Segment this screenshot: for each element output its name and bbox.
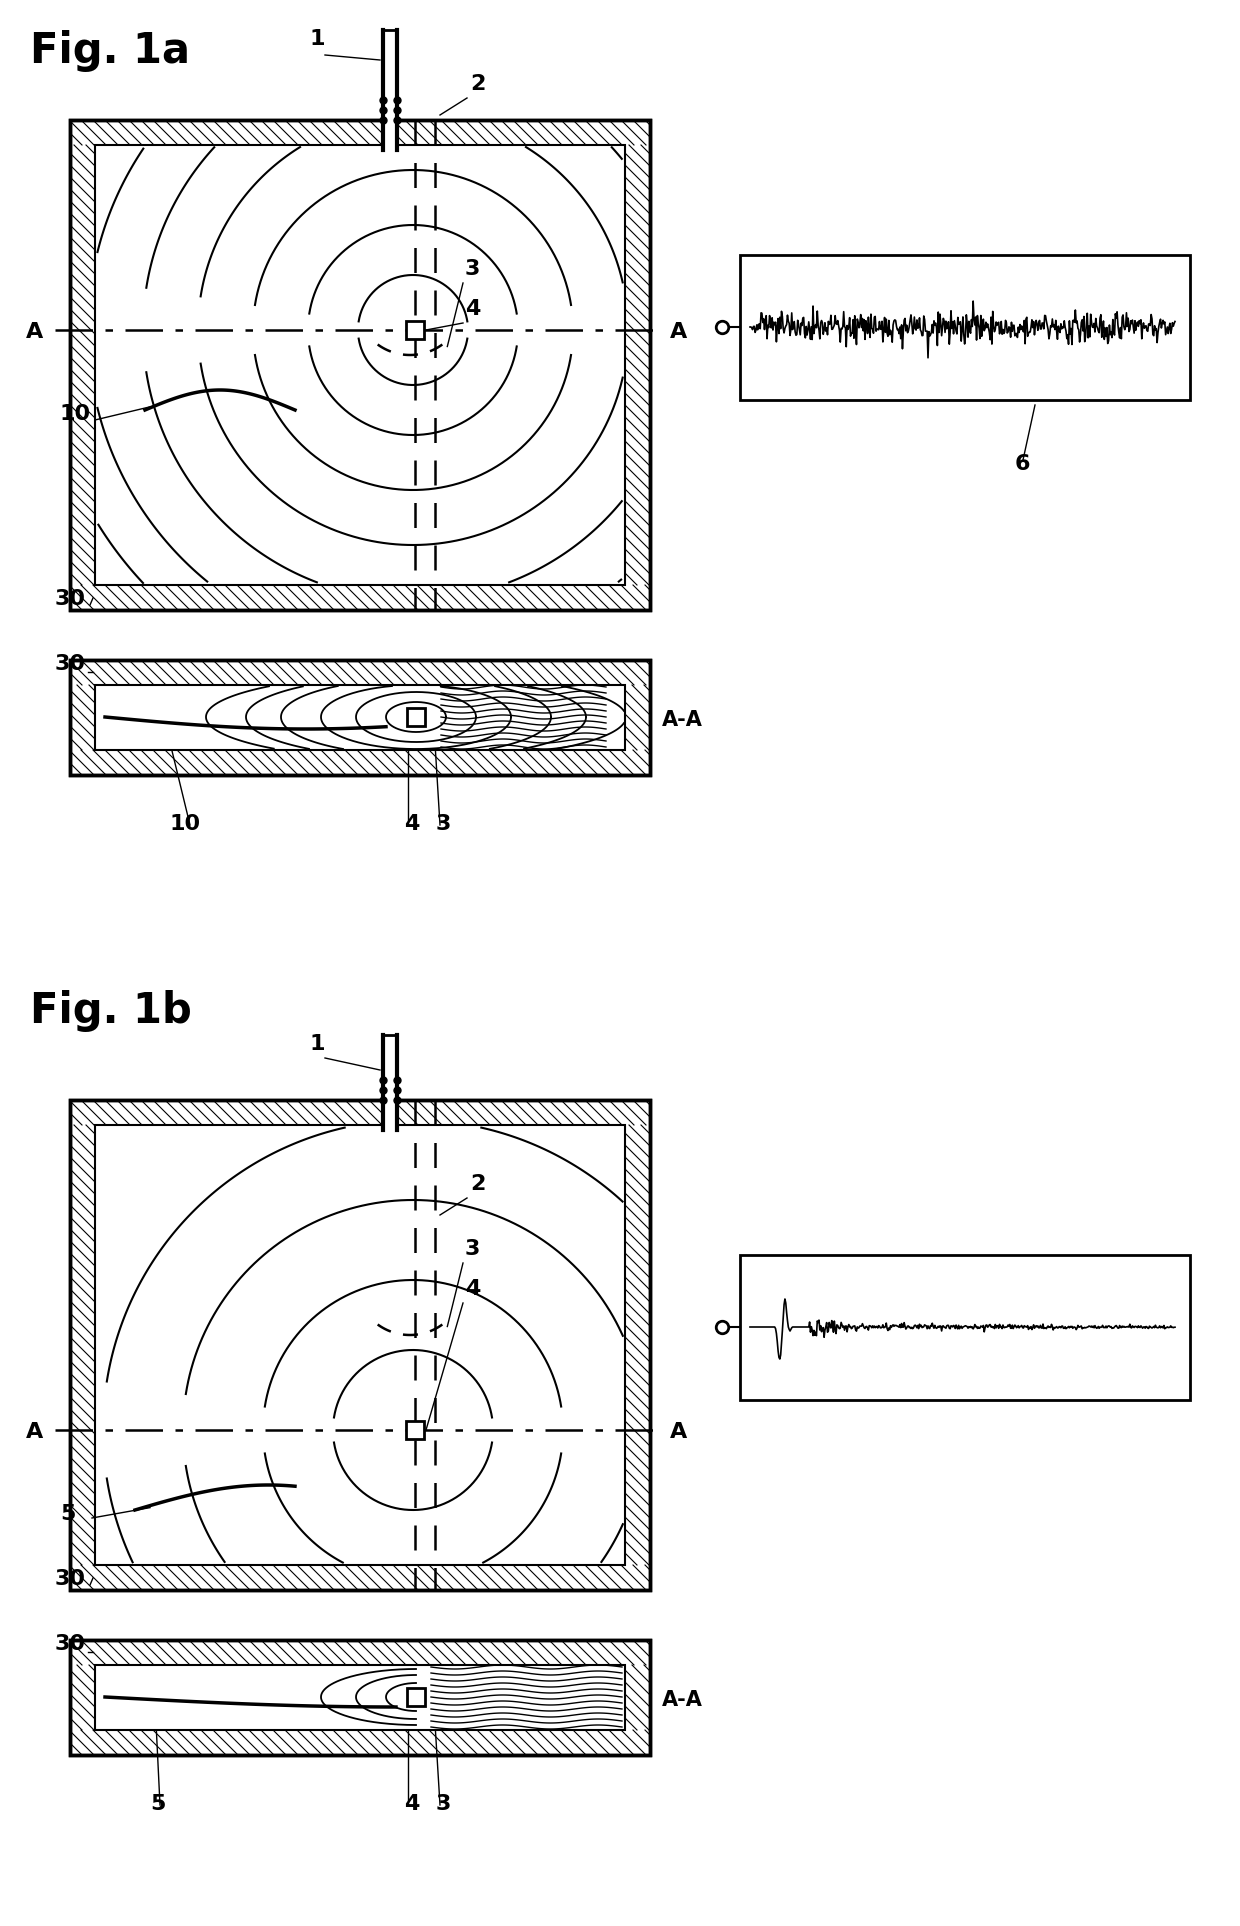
Text: 5: 5 xyxy=(150,1793,165,1814)
Bar xyxy=(69,661,650,774)
Text: 1: 1 xyxy=(310,1034,325,1054)
Text: 3: 3 xyxy=(436,815,451,834)
Text: 3: 3 xyxy=(465,1238,480,1260)
Text: A: A xyxy=(670,1421,687,1443)
Bar xyxy=(69,119,650,611)
Text: 5: 5 xyxy=(60,1504,76,1523)
Text: A-A: A-A xyxy=(662,711,703,730)
Bar xyxy=(69,119,650,611)
Bar xyxy=(740,1256,1190,1400)
Bar xyxy=(95,1125,625,1566)
Text: 30: 30 xyxy=(55,589,86,609)
Bar xyxy=(69,1641,650,1755)
Text: 4: 4 xyxy=(404,815,419,834)
Bar xyxy=(740,254,1190,401)
Bar xyxy=(69,1100,650,1591)
Text: 3: 3 xyxy=(436,1793,451,1814)
Bar xyxy=(405,1421,424,1439)
Text: 30: 30 xyxy=(55,1570,86,1589)
Text: 10: 10 xyxy=(60,404,91,424)
Text: 2: 2 xyxy=(470,1175,485,1194)
Text: 2: 2 xyxy=(470,73,485,94)
Text: 10: 10 xyxy=(170,815,201,834)
Bar xyxy=(95,1664,625,1730)
Text: 4: 4 xyxy=(465,299,480,320)
Text: A-A: A-A xyxy=(662,1689,703,1710)
Text: A: A xyxy=(26,1421,43,1443)
Text: 6: 6 xyxy=(1016,455,1030,474)
Bar xyxy=(95,144,625,586)
Text: Fig. 1a: Fig. 1a xyxy=(30,31,190,71)
Text: 3: 3 xyxy=(465,258,480,279)
Text: A: A xyxy=(670,322,687,343)
Text: 4: 4 xyxy=(404,1793,419,1814)
Bar xyxy=(407,709,425,726)
Bar xyxy=(69,1641,650,1755)
Text: 30: 30 xyxy=(55,655,86,674)
Bar xyxy=(69,661,650,774)
Text: Fig. 1b: Fig. 1b xyxy=(30,990,192,1032)
Bar xyxy=(69,1100,650,1591)
Bar xyxy=(405,322,424,339)
Text: 4: 4 xyxy=(465,1279,480,1298)
Text: 30: 30 xyxy=(55,1633,86,1654)
Bar xyxy=(95,686,625,749)
Bar xyxy=(407,1687,425,1706)
Text: A: A xyxy=(26,322,43,343)
Text: 1: 1 xyxy=(310,29,325,48)
